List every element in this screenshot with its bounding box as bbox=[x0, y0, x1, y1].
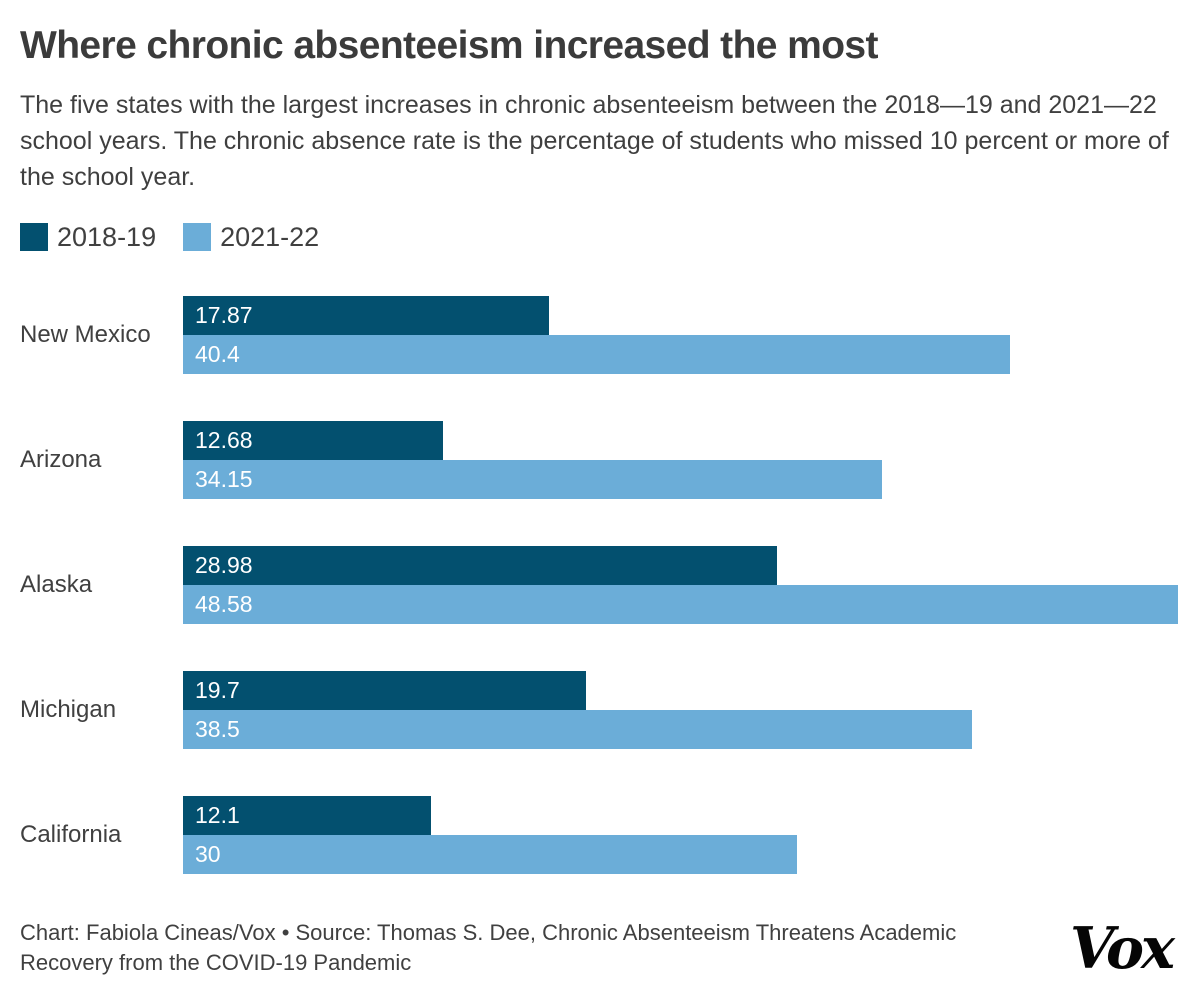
bar-value-label: 28.98 bbox=[195, 551, 253, 578]
bar-2018-19: 19.7 bbox=[183, 670, 587, 710]
bar-value-label: 48.58 bbox=[195, 590, 253, 617]
chart-title: Where chronic absenteeism increased the … bbox=[20, 24, 879, 67]
legend-item-2021-22: 2021-22 bbox=[183, 222, 319, 253]
bar-pair: 12.1 30 bbox=[183, 795, 1178, 874]
bar-2018-19: 12.68 bbox=[183, 420, 443, 460]
vox-logo: Vox bbox=[1070, 914, 1175, 982]
bar-value-label: 19.7 bbox=[195, 676, 240, 703]
bar-value-label: 40.4 bbox=[195, 340, 240, 367]
bar-pair: 17.87 40.4 bbox=[183, 295, 1178, 374]
category-label: Michigan bbox=[20, 695, 117, 723]
category-label: New Mexico bbox=[20, 320, 151, 348]
bar-group: Arizona 12.68 34.15 bbox=[20, 420, 1178, 499]
bar-value-label: 12.68 bbox=[195, 426, 253, 453]
legend-label: 2021-22 bbox=[220, 221, 320, 252]
bar-pair: 19.7 38.5 bbox=[183, 670, 1178, 749]
bar-2018-19: 28.98 bbox=[183, 545, 777, 585]
bar-pair: 28.98 48.58 bbox=[183, 545, 1178, 624]
bar-2021-22: 30 bbox=[183, 834, 798, 874]
legend-label: 2018-19 bbox=[57, 221, 157, 252]
bar-value-label: 34.15 bbox=[195, 465, 253, 492]
bar-group: Alaska 28.98 48.58 bbox=[20, 545, 1178, 624]
bar-value-label: 17.87 bbox=[195, 301, 253, 328]
legend-swatch-2021-22-icon bbox=[183, 223, 212, 252]
category-label: Alaska bbox=[20, 570, 93, 598]
bar-value-label: 38.5 bbox=[195, 715, 240, 742]
bar-pair: 12.68 34.15 bbox=[183, 420, 1178, 499]
bar-2018-19: 17.87 bbox=[183, 295, 549, 335]
bar-group: Michigan 19.7 38.5 bbox=[20, 670, 1178, 749]
bar-2021-22: 34.15 bbox=[183, 459, 883, 499]
category-label: California bbox=[20, 820, 122, 848]
legend-item-2018-19: 2018-19 bbox=[20, 222, 156, 253]
bar-chart: New Mexico 17.87 40.4 Arizona 12.68 34.15 Alas… bbox=[20, 295, 1178, 874]
bar-group: California 12.1 30 bbox=[20, 795, 1178, 874]
bar-2021-22: 38.5 bbox=[183, 709, 972, 749]
category-label: Arizona bbox=[20, 445, 102, 473]
bar-value-label: 30 bbox=[195, 840, 221, 867]
legend: 2018-19 2021-22 bbox=[20, 222, 1178, 253]
bar-2021-22: 40.4 bbox=[183, 334, 1011, 374]
bar-group: New Mexico 17.87 40.4 bbox=[20, 295, 1178, 374]
source-credit: Chart: Fabiola Cineas/Vox • Source: Thom… bbox=[20, 919, 957, 976]
chart-subtitle: The five states with the largest increas… bbox=[20, 90, 1169, 191]
legend-swatch-2018-19-icon bbox=[20, 223, 48, 252]
chart-footer: Chart: Fabiola Cineas/Vox • Source: Thom… bbox=[20, 915, 1178, 982]
bar-2018-19: 12.1 bbox=[183, 795, 431, 835]
bar-2021-22: 48.58 bbox=[183, 584, 1178, 624]
bar-value-label: 12.1 bbox=[195, 801, 240, 828]
